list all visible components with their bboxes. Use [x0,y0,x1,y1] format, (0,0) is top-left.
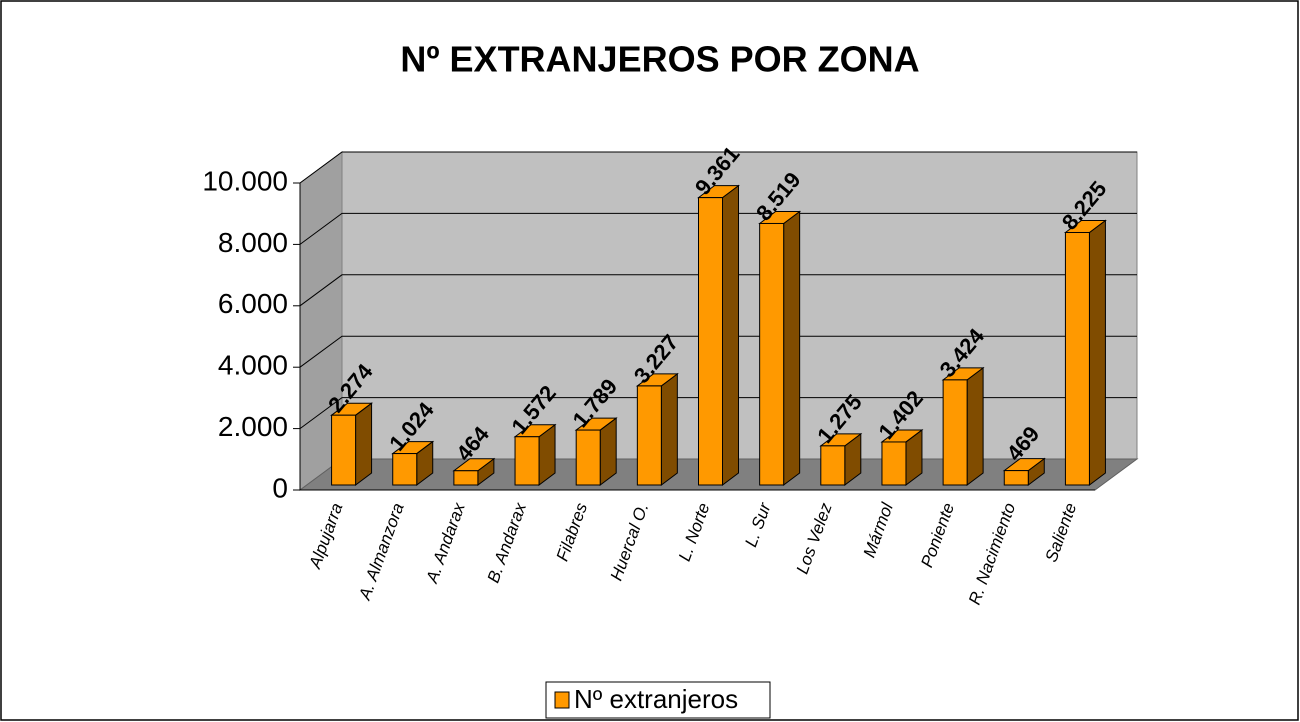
y-tick-label: 4.000 [218,350,288,381]
bar-front [759,222,785,486]
grid-line [299,397,1137,430]
bar-side [966,366,984,486]
bar-front [881,441,907,486]
bar-front [453,470,479,486]
y-tick-label: 0 [272,472,288,503]
bar [941,366,985,486]
grid-line [299,335,1137,368]
bar [635,372,679,486]
bar-front [1003,470,1029,486]
bar [880,428,924,486]
legend-box [545,681,771,719]
bar [391,440,435,486]
bar-side [355,402,373,486]
legend-swatch [554,691,570,709]
y-tick-label: 6.000 [218,288,288,319]
y-tick-label: 2.000 [218,411,288,442]
y-tick-label: 10.000 [202,165,288,196]
bar [697,184,740,486]
bar [330,402,374,486]
y-tick-label: 8.000 [218,227,288,258]
bar [574,417,618,486]
bar-side [722,184,739,486]
grid-line [299,212,1137,245]
chart-title: Nº EXTRANJEROS POR ZONA [400,39,919,80]
bar-side [1088,219,1106,486]
grid-line [299,274,1137,307]
bar [452,457,496,486]
bar-front [820,445,846,486]
bar [758,210,802,486]
bar-side [783,210,801,486]
bar-front [392,453,418,486]
bar-side [660,372,678,486]
bar-front [698,197,723,486]
bar [513,423,557,486]
back-wall [341,151,1138,460]
bar-front [1064,231,1090,486]
bar-front [636,385,662,486]
bar [819,432,863,486]
bar-front [575,429,601,486]
grid-line [299,151,1137,184]
bar [1063,219,1107,486]
bar [1002,457,1046,486]
legend-label: Nº extranjeros [574,684,738,714]
bar-front [331,414,357,486]
bar-front [514,436,540,486]
bar-front [942,379,968,486]
